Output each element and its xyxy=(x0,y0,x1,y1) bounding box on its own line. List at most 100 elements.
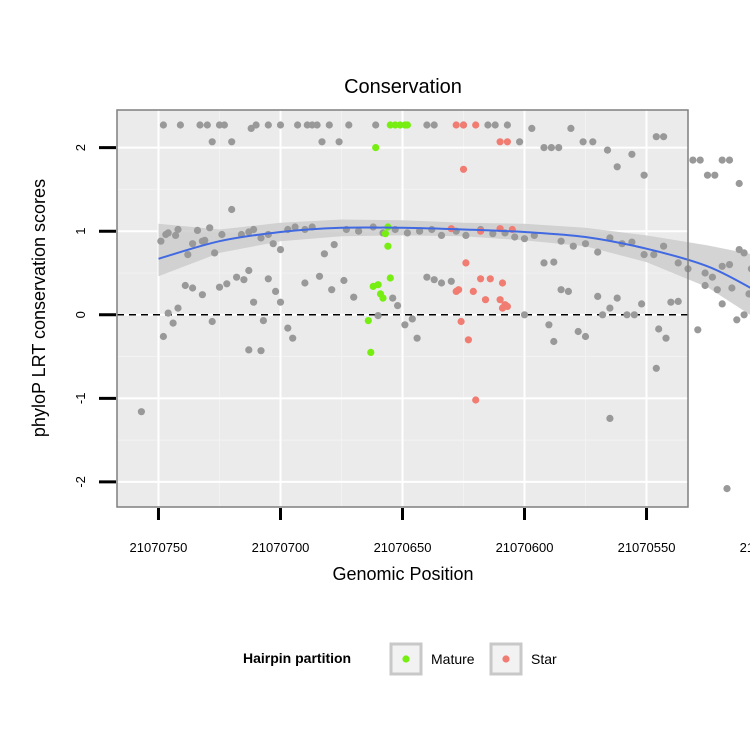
other-point xyxy=(589,138,597,146)
other-point xyxy=(718,156,726,164)
other-point xyxy=(289,334,297,342)
other-point xyxy=(203,121,211,129)
other-point xyxy=(489,230,497,238)
other-point xyxy=(403,229,411,237)
other-point xyxy=(196,121,204,129)
other-point xyxy=(164,309,172,317)
other-point xyxy=(723,485,731,493)
other-point xyxy=(313,121,321,129)
other-point xyxy=(223,280,231,288)
other-point xyxy=(423,273,431,281)
mature-point xyxy=(367,348,375,356)
chart-title: Conservation xyxy=(344,76,462,98)
other-point xyxy=(652,133,660,141)
other-point xyxy=(430,276,438,284)
other-point xyxy=(228,138,236,146)
other-point xyxy=(355,227,363,235)
other-point xyxy=(613,294,621,302)
star-point xyxy=(477,275,485,283)
y-tick-label: -1 xyxy=(73,393,88,405)
other-point xyxy=(640,251,648,259)
other-point xyxy=(252,121,260,129)
legend-dot-mature xyxy=(402,655,410,663)
other-point xyxy=(159,332,167,341)
other-point xyxy=(447,277,455,285)
other-point xyxy=(701,269,709,277)
star-point xyxy=(498,279,507,287)
other-point xyxy=(335,138,343,146)
star-point xyxy=(457,317,465,326)
other-point xyxy=(623,311,631,319)
other-point xyxy=(667,298,675,306)
other-point xyxy=(740,249,748,257)
other-point xyxy=(276,246,285,254)
other-point xyxy=(206,224,214,232)
other-point xyxy=(325,121,333,129)
other-point xyxy=(694,326,702,334)
other-point xyxy=(259,317,267,325)
other-point xyxy=(301,279,309,287)
other-point xyxy=(550,258,558,266)
other-point xyxy=(208,138,216,146)
x-tick-label: 21070750 xyxy=(130,540,188,555)
other-point xyxy=(174,304,182,312)
other-point xyxy=(606,414,614,422)
other-point xyxy=(745,290,750,298)
star-point xyxy=(472,121,480,129)
other-point xyxy=(389,294,397,302)
other-point xyxy=(550,337,558,346)
other-point xyxy=(581,332,590,341)
x-tick-label: 21070700 xyxy=(252,540,310,555)
y-tick-label: -2 xyxy=(73,476,88,488)
other-point xyxy=(708,273,717,281)
other-point xyxy=(628,238,636,246)
x-tick-label: 21070600 xyxy=(496,540,554,555)
other-point xyxy=(272,287,280,295)
other-point xyxy=(660,242,668,250)
other-point xyxy=(735,179,743,188)
legend-entries: Mature Star xyxy=(389,642,557,676)
other-point xyxy=(189,284,197,292)
other-point xyxy=(581,240,590,248)
other-point xyxy=(416,227,424,235)
other-point xyxy=(516,138,524,146)
other-point xyxy=(315,272,324,280)
other-point xyxy=(606,304,614,312)
other-point xyxy=(640,171,648,179)
x-tick-label: 21070500 xyxy=(740,540,750,555)
other-point xyxy=(220,121,228,129)
smooth-trend-line xyxy=(158,226,750,289)
star-point xyxy=(477,227,485,235)
other-point xyxy=(250,298,258,306)
other-point xyxy=(703,171,712,179)
other-point xyxy=(189,240,197,248)
other-point xyxy=(652,364,660,372)
other-point xyxy=(696,156,704,164)
other-point xyxy=(157,237,165,245)
mature-point xyxy=(372,144,380,152)
mature-point xyxy=(403,121,411,129)
other-point xyxy=(540,144,548,152)
star-point xyxy=(486,275,494,283)
other-point xyxy=(211,249,219,257)
other-point xyxy=(264,121,272,129)
legend-title: Hairpin partition xyxy=(243,650,351,666)
other-point xyxy=(520,311,529,319)
other-point xyxy=(574,327,582,336)
legend-label-mature: Mature xyxy=(431,651,475,667)
other-point xyxy=(462,231,470,239)
legend: Hairpin partition Mature Star xyxy=(243,642,557,676)
legend-dot-star xyxy=(502,655,510,663)
other-point xyxy=(413,334,421,342)
other-point xyxy=(350,293,358,301)
other-point xyxy=(567,124,575,132)
other-point xyxy=(555,144,563,152)
other-point xyxy=(245,346,253,354)
mature-point xyxy=(381,230,389,238)
other-point xyxy=(215,283,224,291)
star-point xyxy=(498,304,507,312)
y-axis-label: phyloP LRT conservation scores xyxy=(29,179,49,437)
other-point xyxy=(740,311,748,319)
other-point xyxy=(245,266,253,275)
